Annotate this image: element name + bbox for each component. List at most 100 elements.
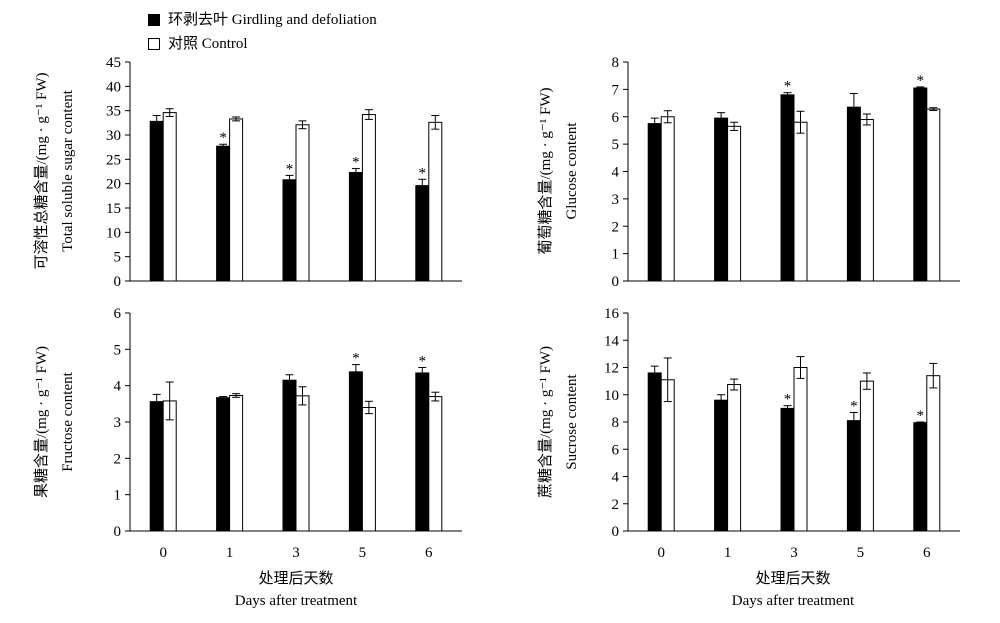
bar-treatment (282, 379, 297, 532)
significance-marker: * (352, 155, 360, 171)
legend-item-treatment: 环剥去叶 Girdling and defoliation (148, 8, 377, 32)
y-tick-label: 45 (106, 55, 121, 71)
y-tick-label: 7 (612, 82, 620, 98)
bar-control (926, 375, 941, 532)
y-tick-label: 0 (114, 524, 122, 540)
bar-control (295, 395, 310, 532)
y-axis-label-en: Glucose content (564, 122, 580, 220)
legend-swatch-control (148, 38, 160, 50)
y-axis-label-en: Total soluble sugar content (60, 89, 76, 252)
x-tick-label: 0 (657, 545, 665, 561)
y-tick-label: 1 (114, 488, 122, 504)
bar-treatment (846, 420, 861, 532)
legend-item-control: 对照 Control (148, 32, 377, 56)
bar-control (361, 406, 376, 532)
y-tick-label: 6 (612, 442, 620, 458)
y-tick-label: 2 (612, 219, 620, 235)
y-axis-label-cn: 葡萄糖含量/(mg · g⁻¹ FW) (537, 88, 554, 255)
x-tick-label: 1 (226, 545, 234, 561)
y-tick-label: 5 (114, 342, 122, 358)
bar-control (229, 118, 244, 282)
x-axis-label-cn-right: 处理后天数 (755, 570, 830, 587)
chart-panel-fructose: 0 1 2 3 4 5 6 果糖含量/(mg · g⁻¹ FW) Fructose conten… (33, 306, 462, 561)
x-tick-label: 6 (923, 545, 931, 561)
y-tick-label: 4 (612, 470, 620, 486)
y-tick-label: 10 (106, 225, 121, 241)
bar-control (162, 400, 177, 532)
bar-treatment (647, 123, 662, 282)
bar-treatment (415, 372, 430, 532)
bar-treatment (348, 171, 363, 282)
y-axis-label-en: Fructose content (60, 371, 76, 471)
bar-treatment (913, 422, 928, 532)
y-tick-label: 6 (114, 306, 122, 322)
bar-control (361, 114, 376, 282)
y-tick-label: 40 (106, 79, 121, 95)
x-tick-label: 5 (857, 545, 865, 561)
y-tick-label: 14 (604, 333, 620, 349)
y-tick-label: 8 (612, 55, 620, 71)
bar-control (660, 379, 675, 532)
bar-control (793, 121, 808, 282)
y-axis-label-cn: 蔗糖含量/(mg · g⁻¹ FW) (537, 346, 554, 498)
y-tick-label: 0 (114, 274, 122, 290)
y-tick-label: 4 (612, 165, 620, 181)
y-tick-label: 15 (106, 201, 121, 217)
legend: 环剥去叶 Girdling and defoliation 对照 Control (148, 8, 377, 56)
y-tick-label: 0 (612, 274, 620, 290)
y-tick-label: 4 (114, 379, 122, 395)
chart-panel-total-soluble-sugar: 0 5 10 15 20 25 30 35 40 45 可溶性总糖含量/(mg · g⁻¹ FW) T… (33, 55, 462, 290)
bar-control (926, 108, 941, 282)
y-tick-label: 0 (612, 524, 620, 540)
bar-control (428, 396, 443, 532)
x-axis-label-en-left: Days after treatment (235, 593, 358, 609)
bar-control (793, 367, 808, 532)
bar-treatment (149, 401, 164, 532)
bar-control (660, 116, 675, 282)
bar-control (229, 394, 244, 532)
bar-treatment (647, 372, 662, 532)
significance-marker: * (286, 161, 294, 177)
significance-marker: * (850, 398, 858, 414)
bar-control (295, 124, 310, 282)
y-axis-label-cn: 果糖含量/(mg · g⁻¹ FW) (33, 346, 50, 498)
bar-control (727, 384, 742, 532)
x-axis-label-en-right: Days after treatment (732, 593, 855, 609)
bar-control (859, 118, 874, 282)
bar-treatment (714, 117, 729, 282)
chart-panel-glucose: 0 1 2 3 4 5 6 7 8 葡萄糖含量/(mg · g⁻¹ FW) Glucose cont… (537, 55, 960, 290)
bar-treatment (216, 397, 231, 532)
bar-treatment (149, 120, 164, 282)
bar-treatment (780, 94, 795, 282)
x-tick-label: 6 (425, 545, 433, 561)
y-tick-label: 16 (604, 306, 620, 322)
significance-marker: * (419, 165, 427, 181)
significance-marker: * (784, 79, 792, 95)
x-tick-label: 3 (292, 545, 300, 561)
legend-label-control: 对照 Control (168, 36, 248, 52)
significance-marker: * (219, 130, 227, 146)
y-tick-label: 2 (114, 451, 122, 467)
y-tick-label: 20 (106, 177, 121, 193)
bar-treatment (216, 145, 231, 282)
significance-marker: * (419, 354, 427, 370)
x-tick-label: 0 (159, 545, 167, 561)
y-tick-label: 30 (106, 128, 121, 144)
significance-marker: * (352, 351, 360, 367)
bar-treatment (282, 179, 297, 282)
legend-swatch-treatment (148, 14, 160, 26)
x-tick-label: 1 (724, 545, 732, 561)
bar-treatment (846, 106, 861, 282)
y-tick-label: 12 (604, 361, 619, 377)
y-tick-label: 8 (612, 415, 620, 431)
bar-treatment (714, 399, 729, 532)
y-axis-label-en: Sucrose content (564, 373, 580, 469)
bar-treatment (415, 185, 430, 282)
y-tick-label: 1 (612, 247, 620, 263)
y-axis-label-cn: 可溶性总糖含量/(mg · g⁻¹ FW) (33, 73, 50, 270)
bar-control (428, 121, 443, 282)
bar-control (727, 125, 742, 282)
bar-treatment (780, 407, 795, 532)
